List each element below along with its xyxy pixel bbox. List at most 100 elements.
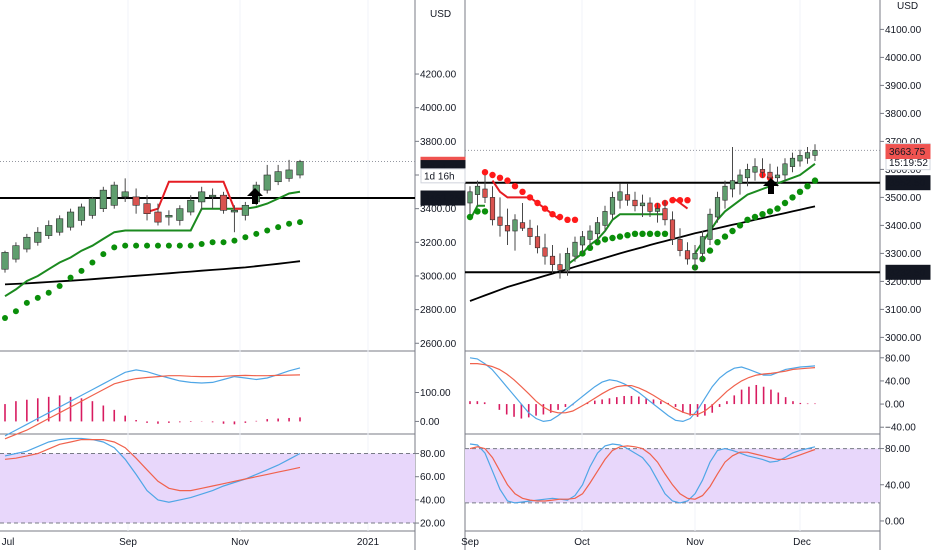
- candle-body: [692, 253, 698, 260]
- candle-body: [99, 189, 107, 209]
- candle-body: [647, 202, 653, 212]
- price-badge-label: 3663.75: [889, 147, 926, 158]
- price-badge: [885, 175, 931, 191]
- stoch-band: [465, 448, 880, 503]
- y-tick-label: 4000.00: [885, 53, 922, 64]
- candle-body: [285, 169, 293, 179]
- candle-body: [121, 191, 129, 198]
- psar-dot-green: [639, 230, 646, 237]
- candle-body: [219, 194, 228, 211]
- price-badge: [885, 144, 931, 160]
- psar-dot-green: [774, 205, 781, 212]
- psar-dot: [297, 219, 303, 226]
- candle-body: [497, 216, 503, 226]
- supertrend-green-line: [4, 190, 301, 298]
- candle-body: [722, 185, 728, 201]
- candle-body: [579, 236, 586, 246]
- psar-dot: [231, 237, 238, 244]
- candle-body: [677, 239, 683, 251]
- y-tick-label: 0.00: [885, 400, 905, 411]
- macd-line: [4, 367, 301, 437]
- price-badge-label: 3463.25: [424, 194, 461, 205]
- psar-dot-red: [676, 197, 684, 204]
- candle-body: [782, 163, 788, 176]
- stoch-d-line: [469, 445, 816, 502]
- y-tick-label: 80.00: [885, 353, 910, 364]
- price-badge: [420, 190, 466, 206]
- price-badge-label: 3552.50: [889, 178, 926, 189]
- candle-body: [482, 188, 488, 198]
- y-tick-label: 4100.00: [885, 25, 922, 36]
- psar-dot-red: [684, 197, 691, 204]
- candle-body: [797, 155, 803, 162]
- candle-body: [534, 236, 541, 249]
- psar-dot-green: [736, 222, 744, 229]
- candle-body: [45, 225, 53, 236]
- candle-body: [263, 174, 271, 191]
- psar-dot-green: [466, 213, 474, 221]
- y-tick-label: 3400.00: [885, 221, 922, 232]
- candle-body: [557, 264, 563, 271]
- y-tick-label: 3100.00: [885, 305, 922, 316]
- psar-dot: [111, 244, 118, 251]
- candle-body: [602, 211, 608, 226]
- candle-body: [549, 255, 556, 265]
- y-tick-label: 3000.00: [420, 271, 457, 282]
- x-axis-label-right: Sep: [461, 537, 479, 548]
- currency-label: USD: [430, 9, 451, 20]
- up-arrow-annotation: [247, 188, 263, 204]
- y-tick-label: 4200.00: [420, 70, 457, 81]
- psar-dot-green: [661, 230, 669, 237]
- candle-body: [714, 197, 721, 218]
- price-badge: [885, 264, 931, 280]
- x-axis-label-left: Nov: [231, 537, 249, 548]
- psar-dot-green: [624, 232, 631, 239]
- candle-body: [88, 198, 96, 216]
- psar-dot: [23, 299, 30, 306]
- x-axis-label-left: Sep: [119, 537, 137, 548]
- candle-body: [812, 150, 818, 156]
- candle-body: [617, 191, 623, 201]
- candle-body: [699, 236, 706, 254]
- psar-dot: [67, 274, 74, 281]
- psar-dot-red: [526, 194, 534, 201]
- y-tick-label: 3800.00: [420, 137, 457, 148]
- candle-body: [56, 218, 64, 233]
- candle-body: [684, 250, 691, 260]
- axis-labels: 2600.00 2800.00 3000.00 3200.00 3400.00 3600.…: [2, 25, 931, 548]
- candle-body: [165, 215, 173, 218]
- y-tick-label: 20.00: [420, 519, 445, 530]
- psar-dot-red: [504, 177, 511, 184]
- candle-body: [542, 247, 548, 257]
- candle-body: [198, 191, 206, 203]
- y-tick-label: 2800.00: [420, 305, 457, 316]
- psar-dot: [154, 242, 161, 249]
- psar-dot-green: [474, 208, 481, 215]
- y-tick-label: 100.00: [420, 388, 451, 399]
- psar-dot: [286, 220, 293, 227]
- psar-dot-green: [729, 227, 736, 235]
- y-tick-label: 3200.00: [420, 238, 457, 249]
- candle-body: [632, 199, 638, 207]
- psar-dot-red: [549, 211, 556, 218]
- candle-body: [662, 208, 668, 221]
- price-badge-label: 3232.50: [889, 268, 926, 279]
- candle-body: [504, 225, 511, 232]
- y-tick-label: 0.00: [420, 417, 440, 428]
- psar-dot-green: [759, 211, 766, 218]
- candle-body: [609, 197, 616, 215]
- candle-body: [132, 196, 140, 206]
- psar-dot: [176, 242, 183, 249]
- psar-dot: [220, 239, 227, 246]
- psar-dot: [100, 251, 107, 258]
- y-tick-label: 3900.00: [885, 81, 922, 92]
- currency-label-right: USD: [897, 1, 918, 12]
- psar-dot-green: [616, 233, 624, 240]
- chart-marks: [0, 144, 880, 524]
- candle-body: [707, 213, 713, 240]
- psar-dot-red: [541, 205, 549, 212]
- candle-body: [143, 203, 151, 215]
- candle-body: [176, 208, 184, 221]
- psar-dot: [242, 234, 249, 241]
